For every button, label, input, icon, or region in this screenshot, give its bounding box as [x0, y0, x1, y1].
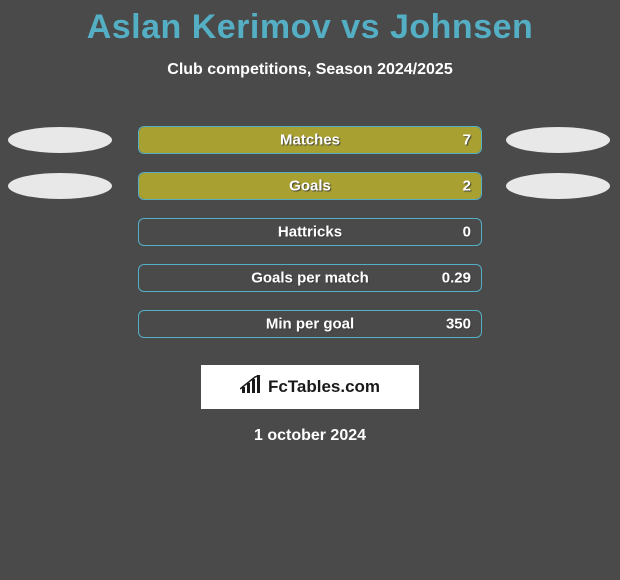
brand-text: FcTables.com — [268, 377, 380, 397]
stat-label: Matches — [139, 132, 481, 149]
brand-chart-icon — [240, 375, 262, 400]
stat-bar: Goals2 — [138, 172, 482, 200]
page-title: Aslan Kerimov vs Johnsen — [0, 0, 620, 47]
stat-label: Min per goal — [139, 316, 481, 333]
date-text: 1 october 2024 — [0, 427, 620, 445]
right-ellipse — [506, 127, 610, 153]
stat-label: Hattricks — [139, 224, 481, 241]
left-ellipse — [8, 127, 112, 153]
left-ellipse — [8, 173, 112, 199]
stat-row: Goals per match0.29 — [0, 255, 620, 301]
stat-value: 2 — [463, 178, 471, 195]
stat-value: 0 — [463, 224, 471, 241]
stat-label: Goals — [139, 178, 481, 195]
stat-row: Hattricks0 — [0, 209, 620, 255]
stat-value: 350 — [446, 316, 471, 333]
stat-bar: Matches7 — [138, 126, 482, 154]
stats-list: Matches7Goals2Hattricks0Goals per match0… — [0, 117, 620, 347]
stat-row: Min per goal350 — [0, 301, 620, 347]
right-ellipse — [506, 173, 610, 199]
subtitle: Club competitions, Season 2024/2025 — [0, 61, 620, 79]
stat-label: Goals per match — [139, 270, 481, 287]
stat-value: 7 — [463, 132, 471, 149]
stat-value: 0.29 — [442, 270, 471, 287]
stat-bar: Goals per match0.29 — [138, 264, 482, 292]
stat-row: Goals2 — [0, 163, 620, 209]
stat-row: Matches7 — [0, 117, 620, 163]
brand-box: FcTables.com — [201, 365, 419, 409]
stat-bar: Min per goal350 — [138, 310, 482, 338]
stat-bar: Hattricks0 — [138, 218, 482, 246]
